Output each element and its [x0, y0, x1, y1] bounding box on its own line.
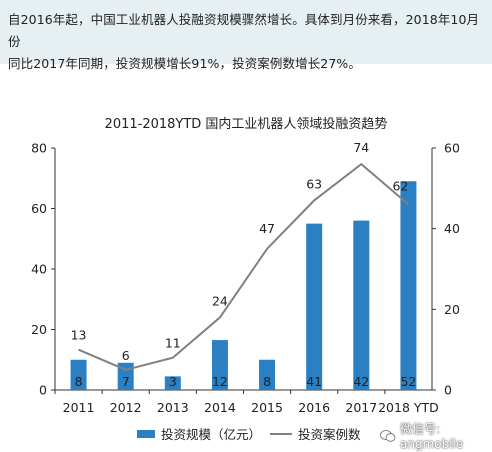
watermark: 微信号: angmobile	[380, 420, 492, 451]
bar-data-label: 12	[212, 374, 228, 389]
line-data-label: 62	[392, 178, 408, 193]
y-right-tick-label: 40	[444, 221, 460, 236]
y-left-tick-label: 80	[31, 141, 47, 156]
y-left-tick-label: 40	[31, 262, 47, 277]
bar-data-label: 3	[169, 374, 177, 389]
line-data-label: 47	[259, 221, 275, 236]
bar	[70, 359, 87, 390]
x-tick-label: 2015	[251, 400, 283, 415]
bar-data-label: 8	[263, 374, 271, 389]
bar-data-label: 42	[353, 374, 369, 389]
x-tick-label: 2016	[298, 400, 330, 415]
legend-swatch-line	[270, 432, 292, 435]
x-tick-label: 2014	[204, 400, 236, 415]
x-tick-label: 2012	[110, 400, 142, 415]
legend-label-line: 投资案例数	[298, 427, 361, 442]
line-data-label: 11	[165, 336, 181, 351]
y-left-tick-label: 20	[31, 322, 47, 337]
watermark-text: 微信号: angmobile	[400, 422, 464, 451]
intro-line-2: 同比2017年同期，投资规模增长91%，投资案例数增长27%。	[8, 56, 361, 71]
y-right-tick-label: 60	[444, 141, 460, 156]
bar-data-label: 52	[400, 374, 416, 389]
intro-banner: 自2016年起，中国工业机器人投融资规模骤然增长。具体到月份来看，2018年10…	[0, 0, 492, 71]
bar-data-label: 7	[122, 374, 130, 389]
legend-item-line: 投资案例数	[270, 424, 361, 443]
bar	[164, 376, 181, 390]
line-data-label: 74	[353, 140, 369, 155]
line-data-label: 6	[122, 348, 130, 363]
legend-swatch-bar	[137, 429, 155, 438]
y-left-tick-label: 60	[31, 201, 47, 216]
bar	[400, 181, 417, 390]
x-tick-label: 2011	[63, 400, 95, 415]
x-tick-label: 2013	[157, 400, 189, 415]
bar	[353, 220, 370, 390]
line-data-label: 63	[306, 176, 322, 191]
chart-title: 2011-2018YTD 国内工业机器人领域投融资趋势	[104, 117, 388, 132]
y-right-tick-label: 20	[444, 302, 460, 317]
line-data-label: 24	[212, 293, 228, 308]
bar	[259, 359, 276, 390]
bar-data-label: 8	[75, 374, 83, 389]
x-tick-label: 2017	[345, 400, 377, 415]
legend-label-bar: 投资规模（亿元）	[161, 427, 262, 442]
series-line	[78, 162, 410, 371]
bar-data-label: 41	[306, 374, 322, 389]
intro-text: 自2016年起，中国工业机器人投融资规模骤然增长。具体到月份来看，2018年10…	[8, 9, 486, 75]
wechat-icon	[380, 429, 396, 443]
line-data-label: 13	[71, 328, 87, 343]
y-right-tick-label: 0	[444, 383, 452, 398]
legend-item-bar: 投资规模（亿元）	[137, 424, 261, 443]
x-tick-label: 2018 YTD	[378, 400, 439, 415]
legend: 投资规模（亿元） 投资案例数	[0, 416, 492, 446]
intro-line-1: 自2016年起，中国工业机器人投融资规模骤然增长。具体到月份来看，2018年10…	[8, 12, 480, 49]
bar	[306, 223, 323, 390]
y-left-tick-label: 0	[39, 383, 47, 398]
bar	[211, 340, 228, 390]
